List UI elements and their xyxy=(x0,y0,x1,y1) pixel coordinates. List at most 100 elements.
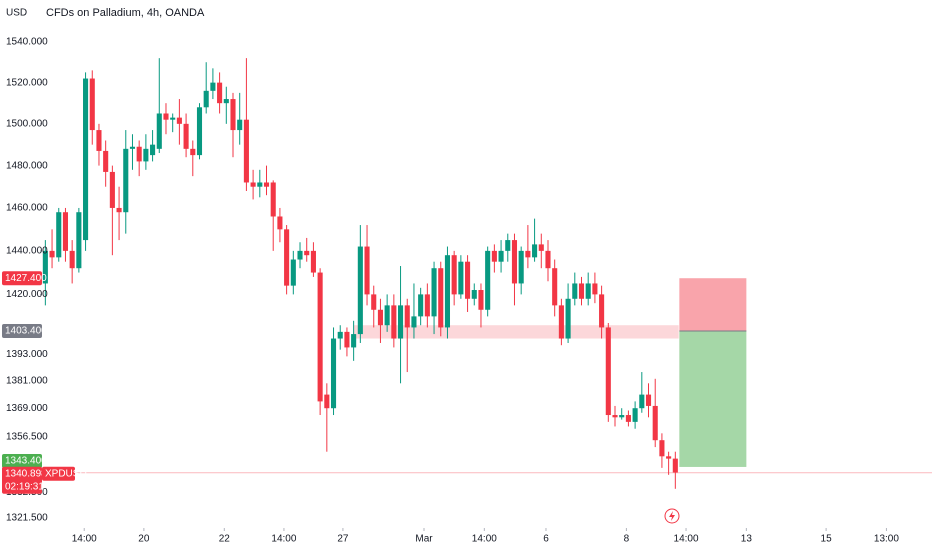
candle-body xyxy=(532,244,538,258)
candle-body xyxy=(639,394,645,409)
candle-body xyxy=(210,82,216,91)
x-tick-label: 15 xyxy=(821,534,833,545)
candle-body xyxy=(505,240,511,251)
candle-body xyxy=(424,294,430,317)
candle-body xyxy=(659,440,665,457)
candle-body xyxy=(89,78,95,131)
chart-title: CFDs on Palladium, 4h, OANDA xyxy=(46,7,205,19)
candle-body xyxy=(76,212,82,269)
x-tick-label: 6 xyxy=(543,534,549,545)
candle-body xyxy=(116,207,122,213)
y-tick-label: 1420.000 xyxy=(6,289,48,300)
y-tick-label: 1393.000 xyxy=(6,349,48,360)
x-tick-label: 14:00 xyxy=(674,534,699,545)
x-tick-label: 22 xyxy=(219,534,231,545)
candle-body xyxy=(558,305,564,339)
y-tick-label: 1480.000 xyxy=(6,160,48,171)
candle-body xyxy=(384,305,390,326)
price-marker xyxy=(2,453,42,468)
candle-body xyxy=(109,171,115,208)
x-tick-label: 14:00 xyxy=(472,534,497,545)
y-tick-label: 1356.500 xyxy=(6,431,48,442)
candle-body xyxy=(230,99,236,131)
y-tick-label: 1440.000 xyxy=(6,246,48,257)
price-marker-label: 1403.400 xyxy=(5,326,47,337)
candle-body xyxy=(605,327,611,416)
candle-body xyxy=(398,305,404,339)
currency: USD xyxy=(6,8,27,19)
y-tick-label: 1460.000 xyxy=(6,203,48,214)
candle-body xyxy=(619,415,625,418)
candle-body xyxy=(632,408,638,422)
candle-body xyxy=(143,148,149,162)
candle-body xyxy=(498,250,504,262)
alert-icon xyxy=(664,508,680,524)
candle-body xyxy=(83,78,89,241)
candle-body xyxy=(545,250,551,269)
last-price-box xyxy=(2,466,42,494)
price-marker-label: 1343.400 xyxy=(5,456,47,467)
candle-body xyxy=(525,250,531,258)
target-zone xyxy=(679,330,747,467)
stop-zone xyxy=(679,278,747,331)
candle-body xyxy=(552,268,558,306)
candle-body xyxy=(56,212,62,258)
candle-body xyxy=(69,250,75,269)
countdown: 02:19:31 xyxy=(5,481,44,492)
candle-body xyxy=(625,415,631,422)
candle-body xyxy=(277,216,283,230)
candle-body xyxy=(136,146,142,162)
candle-body xyxy=(150,144,156,156)
candle-body xyxy=(565,298,571,339)
y-tick-label: 1540.000 xyxy=(6,37,48,48)
x-tick-label: 20 xyxy=(138,534,150,545)
candle-body xyxy=(357,246,363,335)
candle-body xyxy=(511,240,518,284)
candle-body xyxy=(652,405,658,441)
candle-body xyxy=(330,338,337,409)
candle-body xyxy=(203,90,209,108)
price-marker xyxy=(2,271,42,286)
candle-body xyxy=(451,255,457,295)
x-tick-label: 14:00 xyxy=(271,534,296,545)
candle-body xyxy=(217,82,223,104)
support-zone xyxy=(353,325,679,339)
candle-body xyxy=(123,148,129,213)
candle-body xyxy=(223,99,229,104)
candle-body xyxy=(317,272,323,402)
candle-body xyxy=(491,250,497,262)
x-tick-label: 13:00 xyxy=(874,534,899,545)
candle-body xyxy=(290,259,296,286)
candle-body xyxy=(263,182,270,187)
candle-body xyxy=(351,334,357,348)
y-tick-label: 1500.000 xyxy=(6,118,48,129)
y-tick-label: 1369.000 xyxy=(6,403,48,414)
candle-body xyxy=(599,294,605,328)
candle-body xyxy=(465,261,471,299)
candle-body xyxy=(170,117,176,120)
candle-body xyxy=(297,250,303,260)
candle-body xyxy=(485,250,491,310)
candle-body xyxy=(585,283,591,299)
y-tick-label: 1321.500 xyxy=(6,513,48,524)
candle-body xyxy=(304,250,310,256)
x-tick-label: 13 xyxy=(741,534,753,545)
x-tick-label: 8 xyxy=(624,534,630,545)
candle-body xyxy=(404,305,410,328)
candle-body xyxy=(42,250,48,284)
candle-body xyxy=(431,268,437,317)
candle-body xyxy=(163,113,169,120)
candle-body xyxy=(438,268,444,328)
y-tick-label: 1381.000 xyxy=(6,376,48,387)
symbol-box xyxy=(42,466,75,481)
candle-body xyxy=(284,229,290,286)
candle-body xyxy=(592,283,598,295)
candle-body xyxy=(62,212,69,251)
candle-body xyxy=(243,119,249,183)
candle-body xyxy=(666,456,672,459)
candle-body xyxy=(538,244,544,251)
last-price-label: 1340.898 xyxy=(5,468,47,479)
candle-body xyxy=(196,107,203,156)
candle-body xyxy=(190,148,196,156)
